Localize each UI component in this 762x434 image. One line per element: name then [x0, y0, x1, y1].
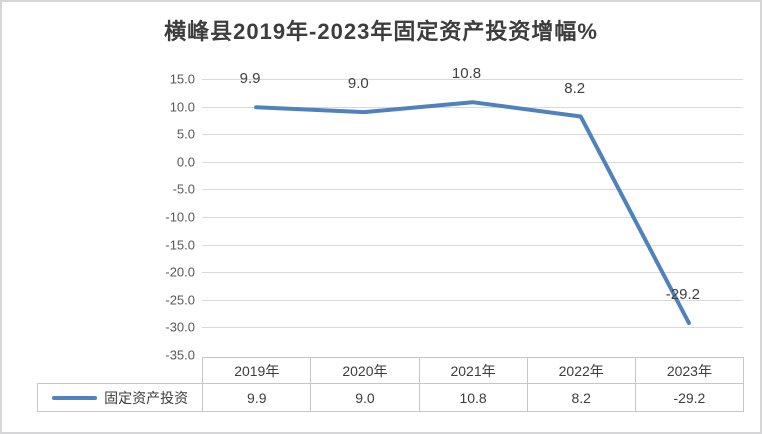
y-axis-tick-label: -25.0 — [165, 292, 195, 308]
table-header-cell: 2020年 — [310, 357, 420, 384]
table-value-cell: 9.0 — [310, 383, 420, 412]
table-value-cell: 10.8 — [418, 383, 528, 412]
table-header-cell: 2022年 — [526, 357, 636, 384]
data-label: 9.0 — [347, 75, 369, 93]
y-axis-tick-label: -30.0 — [165, 319, 195, 335]
gridline — [202, 217, 743, 218]
series-line — [254, 100, 691, 325]
y-axis-tick-label: 5.0 — [176, 126, 195, 142]
gridline — [202, 189, 743, 190]
y-axis-tick-label: -35.0 — [165, 347, 195, 363]
gridline — [202, 107, 743, 108]
legend-key-cell: 固定资产投资 — [36, 383, 204, 412]
legend-line-icon — [52, 395, 98, 400]
y-axis-tick-label: -20.0 — [165, 264, 195, 280]
gridline — [202, 327, 743, 328]
y-axis-tick-label: 10.0 — [169, 99, 195, 115]
gridline — [202, 300, 743, 301]
y-axis-tick-label: -5.0 — [172, 181, 195, 197]
table-header-cell: 2023年 — [634, 357, 745, 384]
gridline — [202, 272, 743, 273]
y-axis-tick-label: -15.0 — [165, 237, 195, 253]
y-axis-tick-label: -10.0 — [165, 209, 195, 225]
data-label: -29.2 — [665, 285, 700, 303]
chart-title: 横峰县2019年-2023年固定资产投资增幅% — [164, 19, 598, 44]
legend-series-label: 固定资产投资 — [104, 389, 189, 406]
y-axis-tick-label: 15.0 — [169, 71, 195, 87]
table-value-cell: 8.2 — [526, 383, 636, 412]
table-value-cell: 9.9 — [202, 383, 312, 412]
gridline — [202, 245, 743, 246]
gridline — [202, 162, 743, 163]
y-axis-tick-label: 0.0 — [176, 154, 195, 170]
data-label: 9.9 — [239, 70, 261, 88]
data-label: 10.8 — [451, 65, 482, 83]
gridline — [202, 134, 743, 135]
data-table: 2019年 2020年 2021年 2022年 2023年固定资产投资 9.9 9.0 10.… — [36, 357, 745, 412]
gridline — [202, 79, 743, 80]
table-corner-blank-cell — [38, 358, 203, 384]
table-value-cell: -29.2 — [634, 383, 745, 412]
data-label: 8.2 — [564, 79, 586, 97]
table-header-cell: 2021年 — [418, 357, 528, 384]
table-header-cell: 2019年 — [202, 357, 312, 384]
